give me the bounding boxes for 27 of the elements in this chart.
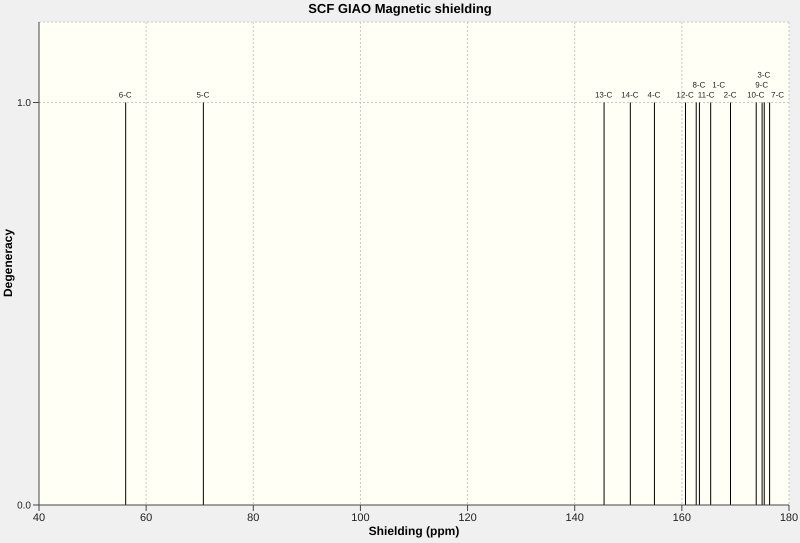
- x-tick-label: 100: [351, 512, 370, 524]
- annotation: 9-C: [755, 80, 768, 90]
- annotation: 13-C: [594, 90, 613, 100]
- y-tick-label: 1.0: [17, 98, 32, 110]
- x-tick-label: 120: [458, 512, 477, 524]
- x-axis-title: Shielding (ppm): [368, 524, 460, 538]
- annotation: 6-C: [118, 90, 132, 100]
- annotation: 5-C: [196, 90, 210, 100]
- x-tick-label: 180: [780, 512, 798, 524]
- x-tick-label: 140: [566, 512, 584, 524]
- annotation: 10-C: [747, 90, 765, 100]
- annotation: 11-C: [698, 90, 715, 100]
- annotation: 8-C: [692, 80, 706, 90]
- x-tick-label: 40: [32, 512, 46, 524]
- chart-title: SCF GIAO Magnetic shielding: [307, 1, 493, 16]
- x-tick-label: 80: [247, 512, 260, 524]
- annotation: 14-C: [621, 90, 639, 100]
- x-tick-label: 160: [672, 512, 692, 524]
- annotation: 2-C: [724, 90, 737, 100]
- annotation: 12-C: [676, 90, 694, 100]
- annotation: 3-C: [757, 70, 770, 80]
- y-axis-title: Degeneracy: [1, 228, 15, 298]
- y-tick-label: 0.0: [17, 500, 32, 512]
- annotation: 7-C: [771, 90, 784, 100]
- annotation: 4-C: [648, 90, 661, 100]
- x-tick-label: 60: [140, 512, 152, 524]
- annotation: 1-C: [712, 80, 726, 90]
